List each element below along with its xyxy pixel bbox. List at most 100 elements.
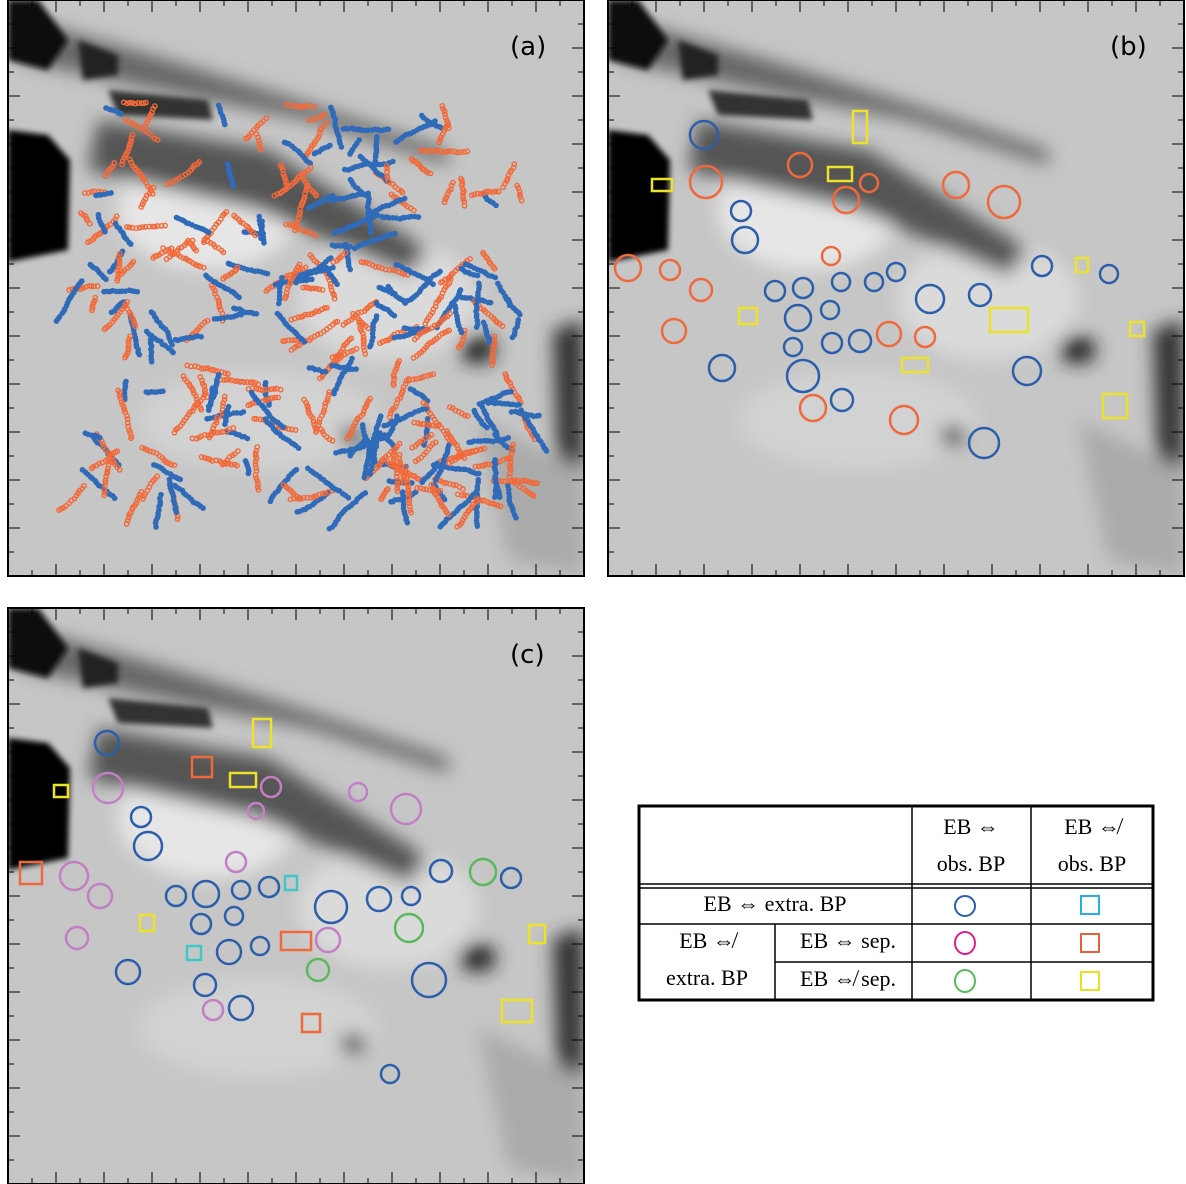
- trace-dot: [252, 380, 259, 387]
- trace-dot: [190, 387, 197, 394]
- trace-dot: [466, 448, 472, 455]
- trace-dot: [142, 224, 149, 230]
- trace-dot: [400, 384, 407, 390]
- marker: [885, 261, 907, 283]
- marker: [888, 404, 920, 436]
- trace-dot: [271, 192, 278, 199]
- trace-dot: [331, 230, 338, 236]
- trace-dot: [429, 422, 436, 429]
- trace-dot: [322, 490, 329, 497]
- trace-dot: [385, 178, 392, 185]
- trace-dot: [412, 376, 419, 382]
- trace-dot: [163, 256, 170, 262]
- trace-dot: [363, 259, 370, 266]
- trace-dot: [317, 375, 323, 382]
- trace-dot: [476, 470, 482, 477]
- trace-dot: [438, 134, 444, 141]
- trace-dot: [441, 108, 448, 115]
- trace-dot: [524, 478, 530, 485]
- trace-dot: [326, 389, 333, 396]
- marker: [86, 882, 114, 910]
- trace-dot: [474, 523, 481, 529]
- trace-dot: [150, 254, 157, 261]
- trace-dot: [430, 281, 436, 288]
- trace-dot: [128, 135, 135, 141]
- trace-dot: [265, 386, 271, 393]
- marker: [688, 119, 720, 151]
- marker: [230, 879, 252, 901]
- trace-dot: [464, 413, 471, 419]
- trace-dot: [497, 503, 504, 510]
- trace-dot: [361, 338, 367, 345]
- trace-dot: [102, 477, 109, 483]
- trace-dot: [351, 245, 358, 252]
- panel-label: (c): [510, 640, 545, 670]
- marker: [132, 830, 164, 862]
- trace-dot: [149, 190, 156, 197]
- trace-dot: [127, 333, 134, 340]
- trace-dot: [106, 268, 113, 275]
- trace-dot: [254, 478, 261, 484]
- trace-dot: [401, 325, 408, 331]
- trace-dot: [214, 414, 221, 421]
- trace-dot: [477, 191, 484, 197]
- row-label: EB ⇎: [679, 928, 739, 953]
- trace-dot: [173, 509, 180, 515]
- trace-dot: [435, 422, 441, 429]
- trace-dot: [453, 454, 459, 461]
- trace-dot: [329, 354, 336, 361]
- trace-dot: [479, 497, 486, 504]
- trace-dot: [443, 480, 450, 486]
- trace-dot: [316, 130, 323, 137]
- trace-dot: [118, 110, 125, 117]
- trace-dot: [458, 329, 465, 336]
- trace-dot: [146, 223, 153, 230]
- trace-dot: [189, 435, 196, 442]
- trace-dot: [491, 501, 498, 508]
- marker: [763, 279, 787, 303]
- trace-dot: [491, 339, 498, 346]
- trace-dot: [102, 479, 109, 486]
- trace-dot: [394, 482, 401, 489]
- trace-dot: [217, 429, 224, 436]
- trace-dot: [152, 223, 158, 230]
- trace-dot: [180, 255, 187, 262]
- trace-dot: [490, 189, 497, 195]
- trace-dot: [298, 103, 305, 110]
- trace-dot: [66, 287, 72, 293]
- trace-dot: [291, 337, 298, 344]
- trace-dot: [301, 228, 308, 235]
- trace-dot: [263, 288, 270, 294]
- trace-dot: [268, 386, 275, 393]
- trace-dot: [254, 484, 261, 491]
- trace-dot: [350, 423, 357, 429]
- trace-dot: [305, 311, 312, 318]
- trace-dot: [221, 393, 228, 400]
- marker: [251, 717, 273, 749]
- trace-dot: [390, 457, 397, 464]
- trace-dot: [210, 425, 217, 432]
- trace-dot: [510, 441, 516, 448]
- trace-dot: [222, 421, 228, 428]
- trace-dot: [507, 456, 514, 463]
- marker: [191, 879, 221, 909]
- trace-dot: [224, 370, 231, 377]
- trace-dot: [283, 101, 289, 108]
- trace-dot: [264, 270, 271, 277]
- trace-dot: [452, 148, 459, 155]
- trace-dot: [116, 250, 123, 257]
- trace-dot: [289, 337, 295, 344]
- legend-table: [637, 804, 1155, 1002]
- trace-dot: [394, 488, 401, 495]
- trace-dot: [81, 190, 88, 196]
- trace-dot: [125, 339, 132, 345]
- trace-dot: [511, 161, 518, 167]
- trace-dot: [288, 347, 295, 353]
- trace-dot: [115, 264, 122, 271]
- trace-dot: [311, 104, 318, 111]
- marker: [347, 781, 369, 803]
- header: obs. BP: [1058, 851, 1126, 876]
- trace-dot: [349, 425, 356, 432]
- trace-dot: [234, 462, 240, 469]
- trace-dot: [446, 125, 452, 132]
